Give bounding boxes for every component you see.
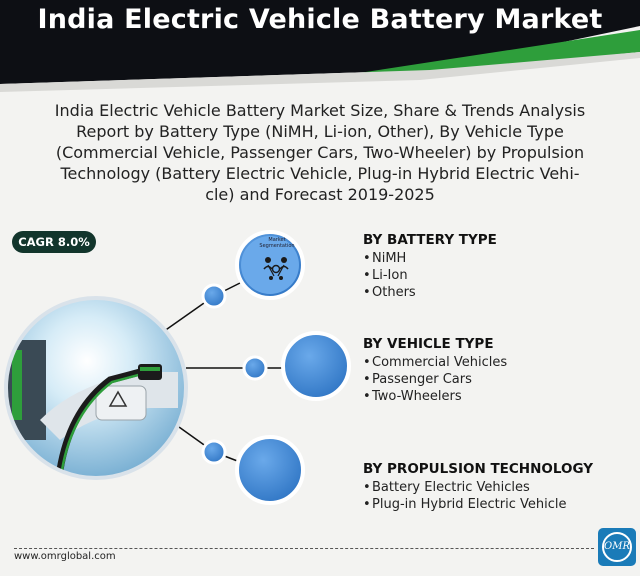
list-item: •Two-Wheelers	[363, 389, 462, 404]
list-item: •Commercial Vehicles	[363, 355, 508, 370]
cagr-badge: CAGR 8.0%	[12, 231, 96, 253]
segment-title: BY VEHICLE TYPE	[363, 336, 494, 352]
connector-dot	[201, 439, 227, 465]
connector-dot	[201, 283, 227, 309]
header-banner: India Electric Vehicle Battery Market	[0, 0, 640, 92]
segment-circle-battery-inner	[241, 236, 299, 294]
people-network-icon	[263, 257, 289, 280]
ev-charging-photo	[6, 298, 186, 478]
description-line: Technology (Battery Electric Vehicle, Pl…	[60, 164, 580, 183]
footer-divider	[14, 548, 594, 549]
segment-vehicle-type: BY VEHICLE TYPE •Commercial Vehicles •Pa…	[363, 336, 507, 405]
report-description: India Electric Vehicle Battery Market Si…	[50, 100, 590, 205]
list-item: •Passenger Cars	[363, 372, 472, 387]
description-line: (Commercial Vehicle, Passenger Cars, Two…	[55, 143, 585, 162]
list-item: •Li-Ion	[363, 268, 408, 283]
segment-circle-propulsion	[235, 435, 305, 505]
market-segmentation-label: Market Segmentation	[259, 237, 295, 249]
connector-dot	[242, 355, 268, 381]
page-title: India Electric Vehicle Battery Market	[37, 4, 603, 35]
logo-text: OMR	[602, 532, 632, 562]
list-item: •Battery Electric Vehicles	[363, 480, 530, 495]
segment-title: BY BATTERY TYPE	[363, 232, 497, 248]
segment-title: BY PROPULSION TECHNOLOGY	[363, 461, 594, 477]
description-line: cle) and Forecast 2019-2025	[205, 185, 435, 204]
list-item: •Others	[363, 285, 416, 300]
segment-propulsion-technology: BY PROPULSION TECHNOLOGY •Battery Electr…	[363, 461, 593, 513]
segment-battery-type: BY BATTERY TYPE •NiMH •Li-Ion •Others	[363, 232, 497, 301]
description-line: Report by Battery Type (NiMH, Li-ion, Ot…	[76, 122, 564, 141]
list-item: •NiMH	[363, 251, 407, 266]
website-link[interactable]: www.omrglobal.com	[14, 551, 116, 562]
description-line: India Electric Vehicle Battery Market Si…	[54, 101, 586, 120]
segment-circle-vehicle	[281, 331, 351, 401]
photo-ring	[4, 296, 188, 480]
list-item: •Plug-in Hybrid Electric Vehicle	[363, 497, 567, 512]
banner-shape	[0, 0, 640, 92]
omr-logo[interactable]: OMR	[598, 528, 636, 566]
